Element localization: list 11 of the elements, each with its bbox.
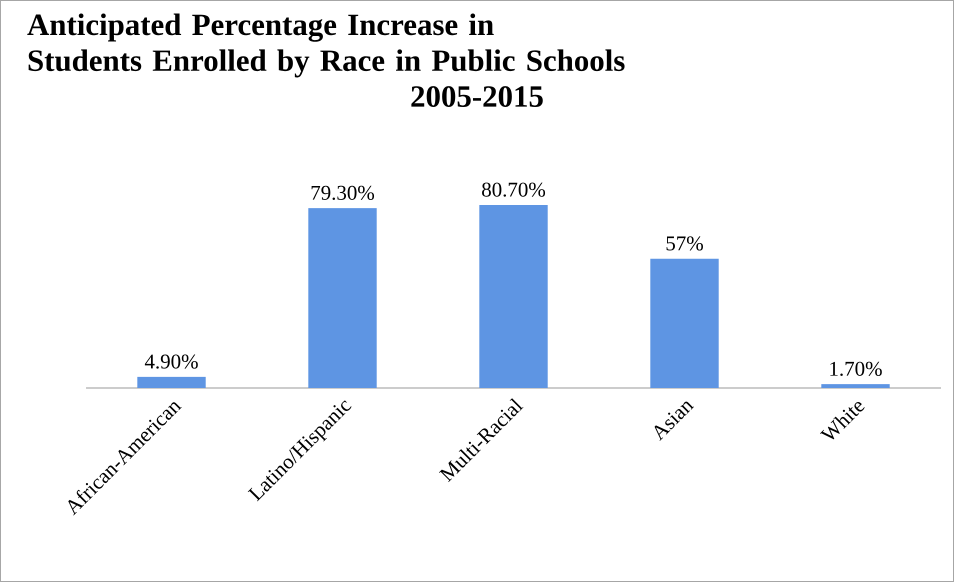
bar xyxy=(308,208,377,388)
chart-title: Anticipated Percentage Increase in Students Enrolled by Race in Public Schools 2005-2015 xyxy=(27,14,625,107)
data-label: 79.30% xyxy=(312,186,374,200)
data-label: 80.70% xyxy=(482,182,546,197)
bar xyxy=(137,376,206,388)
data-label: 57% xyxy=(666,236,703,251)
data-label: 1.70% xyxy=(830,362,882,376)
bar xyxy=(650,258,719,388)
bar xyxy=(479,204,548,388)
data-label: 4.90% xyxy=(144,354,198,369)
bar xyxy=(821,384,890,388)
